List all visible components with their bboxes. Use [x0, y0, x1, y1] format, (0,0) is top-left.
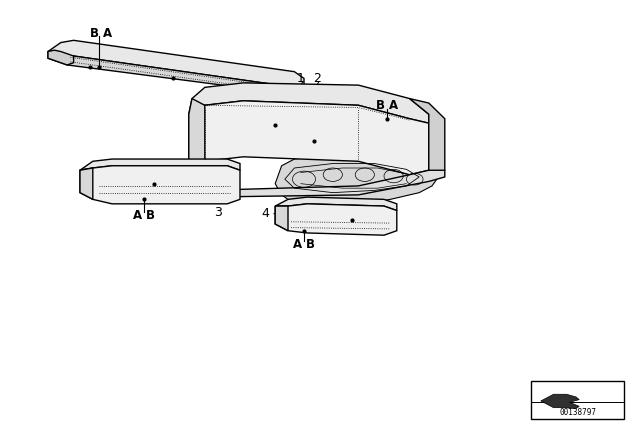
Text: B: B: [146, 208, 155, 222]
Text: A: A: [389, 99, 398, 112]
Bar: [531, 381, 624, 419]
Text: 3: 3: [214, 206, 221, 220]
Text: A: A: [293, 237, 302, 251]
Polygon shape: [189, 101, 429, 175]
Text: 2: 2: [313, 72, 321, 85]
Text: 1: 1: [297, 72, 305, 85]
Polygon shape: [541, 394, 579, 409]
Polygon shape: [275, 206, 288, 231]
Polygon shape: [189, 99, 205, 190]
Polygon shape: [189, 83, 429, 123]
Polygon shape: [275, 204, 397, 235]
Text: A: A: [133, 208, 142, 222]
Text: B: B: [376, 99, 385, 112]
Polygon shape: [80, 159, 240, 170]
Text: B: B: [306, 237, 315, 251]
Polygon shape: [80, 168, 93, 199]
Polygon shape: [80, 166, 240, 204]
Text: B: B: [90, 27, 99, 40]
Polygon shape: [48, 50, 74, 65]
Text: 4: 4: [262, 207, 269, 220]
Text: A: A: [103, 27, 112, 40]
Polygon shape: [275, 155, 438, 206]
Text: 00138797: 00138797: [559, 408, 596, 417]
Polygon shape: [48, 52, 304, 94]
Polygon shape: [189, 170, 445, 197]
Polygon shape: [275, 197, 397, 211]
Polygon shape: [48, 40, 304, 87]
Polygon shape: [410, 99, 445, 175]
